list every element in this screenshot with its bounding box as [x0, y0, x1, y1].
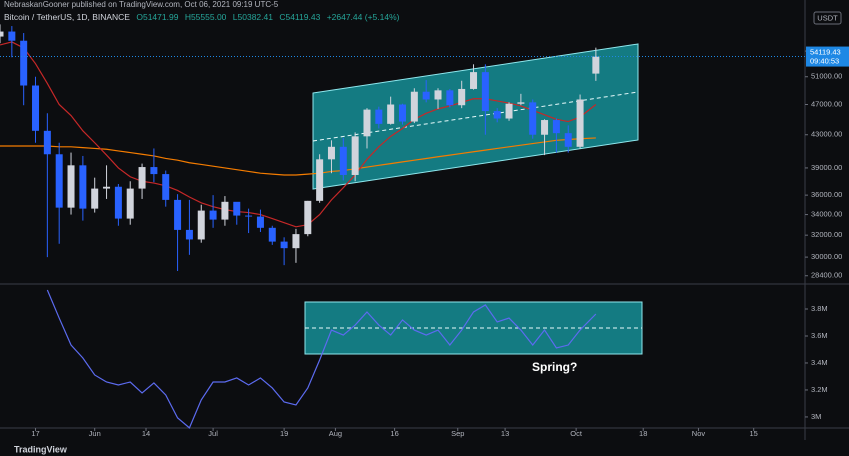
candle-body [138, 167, 146, 189]
ohlc-change: +2647.44 (+5.14%) [327, 12, 400, 22]
candle-body [221, 201, 229, 220]
y-tick-label: 34000.00 [811, 210, 842, 219]
y-tick-label: 32000.00 [811, 230, 842, 239]
x-tick-label: 19 [280, 429, 288, 438]
publisher: NebraskanGooner published on TradingView… [4, 0, 279, 9]
last-price-label: 54119.43 [810, 48, 841, 57]
candle-body [446, 90, 454, 106]
y-tick-label: 39000.00 [811, 163, 842, 172]
x-tick-label: 17 [31, 429, 39, 438]
candle-body [197, 210, 205, 240]
candle-body [592, 56, 600, 74]
candle-body [103, 186, 111, 189]
x-tick-label: Jul [208, 429, 218, 438]
candle-body [20, 40, 28, 86]
candle-body [316, 159, 324, 201]
y-tick-label: 3.8M [811, 304, 828, 313]
candle-body [481, 72, 489, 112]
y-tick-label: 3.4M [811, 358, 828, 367]
y-tick-label: 3M [811, 412, 821, 421]
candle-body [280, 241, 288, 249]
candle-body [458, 88, 466, 106]
x-tick-label: Oct [570, 429, 583, 438]
candle-body [493, 111, 501, 119]
y-tick-label: 51000.00 [811, 72, 842, 81]
x-tick-label: 16 [390, 429, 398, 438]
candle-body [410, 91, 418, 122]
candle-body [209, 210, 217, 220]
candle-body [8, 31, 16, 41]
candle-body [541, 120, 549, 135]
candle-body [233, 201, 241, 216]
candle-body [268, 227, 276, 242]
candle-body [351, 136, 359, 175]
y-tick-label: 3.2M [811, 385, 828, 394]
candle-body [327, 146, 335, 160]
candle-body [292, 234, 300, 249]
candle-body [32, 85, 40, 131]
candle-body [114, 186, 122, 219]
x-tick-label: Sep [451, 429, 464, 438]
currency-box[interactable] [813, 11, 842, 25]
candle-body [375, 109, 383, 124]
candle-body [529, 102, 537, 135]
countdown-label: 09:40:53 [810, 57, 839, 66]
candle-body [304, 200, 312, 235]
candle-body [43, 130, 51, 155]
symbol-legend: Bitcoin / TetherUS, 1D, BINANCE O51471.9… [4, 12, 400, 22]
series-line [0, 41, 597, 228]
candle-body [422, 91, 430, 100]
ohlc-close: C54119.43 [279, 12, 320, 22]
candle-body [174, 199, 182, 230]
candle-body [363, 109, 371, 137]
annotation: Spring? [532, 360, 577, 374]
candle-body [245, 215, 253, 217]
y-tick-label: 47000.00 [811, 99, 842, 108]
x-tick-label: 13 [501, 429, 509, 438]
y-tick-label: 3.6M [811, 331, 828, 340]
candle-body [256, 216, 264, 228]
candle-body [564, 133, 572, 147]
candle-body [79, 165, 87, 209]
candle-body [150, 167, 158, 175]
ohlc-open: O51471.99 [136, 12, 178, 22]
candle-body [162, 174, 170, 200]
channel-midline [312, 91, 639, 142]
y-tick-label: 30000.00 [811, 252, 842, 261]
y-tick-label: 28400.00 [811, 271, 842, 280]
x-tick-label: 15 [750, 429, 758, 438]
candle-body [505, 103, 513, 119]
candle-body [67, 165, 75, 208]
candle-body [55, 154, 63, 208]
x-tick-label: 18 [639, 429, 647, 438]
x-tick-label: 14 [142, 429, 150, 438]
x-tick-label: Jun [89, 429, 101, 438]
candle-body [0, 31, 4, 37]
candle-body [126, 188, 134, 219]
ohlc-low: L50382.41 [233, 12, 273, 22]
candle-body [552, 120, 560, 134]
x-tick-label: Aug [329, 429, 342, 438]
footer-logo[interactable]: TradingView [14, 444, 68, 454]
last-price-tag [806, 46, 849, 67]
candle-body [339, 146, 347, 175]
series-line [46, 289, 597, 429]
candle-body [576, 99, 584, 147]
ohlc-high: H55555.00 [185, 12, 227, 22]
candle-body [470, 72, 478, 89]
y-tick-label: 36000.00 [811, 190, 842, 199]
x-tick-label: Nov [692, 429, 706, 438]
candle-body [185, 229, 193, 240]
series-line [0, 137, 596, 176]
y-tick-label: 43000.00 [811, 130, 842, 139]
candle-body [387, 104, 395, 124]
candle-body [91, 188, 99, 209]
symbol: Bitcoin / TetherUS, 1D, BINANCE [4, 12, 130, 22]
currency[interactable]: USDT [817, 13, 838, 22]
candle-body [399, 104, 406, 122]
candle-body [434, 90, 442, 100]
candle-body [517, 102, 525, 104]
